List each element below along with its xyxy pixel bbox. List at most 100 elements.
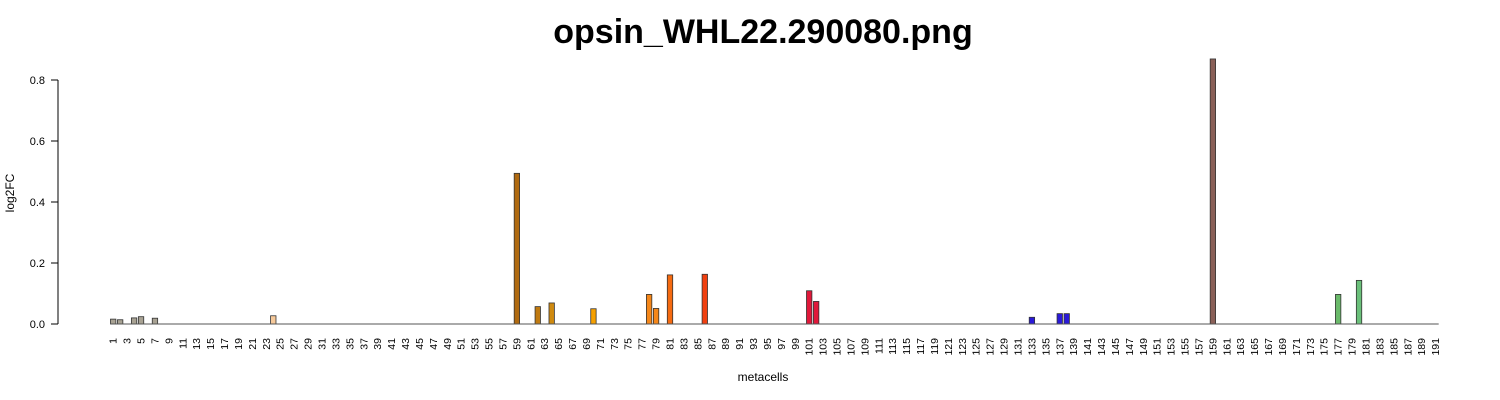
x-tick-label: 159 [1207,338,1219,356]
bar-177 [1335,294,1342,325]
x-axis-label: metacells [738,370,789,384]
x-tick-label: 189 [1416,338,1428,356]
x-tick-label: 157 [1193,338,1205,356]
x-tick-label: 83 [678,338,690,350]
x-tick-label: 25 [275,338,287,350]
x-tick-label: 125 [971,338,983,356]
x-tick-label: 151 [1152,338,1164,356]
y-tick-label: 0.0 [30,319,45,331]
x-tick-label: 135 [1040,338,1052,356]
x-tick-label: 75 [623,338,635,350]
x-tick-label: 59 [511,338,523,350]
x-tick-label: 11 [177,338,189,349]
x-tick-label: 1 [108,338,120,344]
y-axis-label: log2FC [3,173,17,212]
bar-138 [1063,313,1070,325]
x-tick-label: 53 [470,338,482,350]
x-tick-label: 13 [191,338,203,350]
bar-86 [701,273,708,325]
bar-5 [137,316,145,325]
x-tick-label: 99 [790,338,802,350]
x-tick-label: 19 [233,338,245,350]
bar-62 [534,306,541,325]
x-tick-label: 149 [1138,338,1150,356]
bar-102 [813,301,820,325]
x-tick-label: 87 [706,338,718,350]
x-tick-label: 171 [1291,338,1303,356]
x-tick-label: 23 [261,338,273,350]
x-tick-label: 97 [776,338,788,350]
x-tick-label: 35 [344,338,356,350]
bar-24 [270,315,277,325]
x-tick-label: 91 [734,338,746,350]
x-tick-label: 155 [1180,338,1192,356]
x-tick-label: 161 [1221,338,1233,356]
x-tick-label: 141 [1082,338,1094,356]
bar-64 [548,302,555,325]
x-tick-label: 145 [1110,338,1122,356]
x-tick-label: 115 [901,338,913,355]
x-tick-label: 65 [553,338,565,350]
x-tick-label: 9 [163,338,175,344]
bar-70 [590,308,597,325]
y-tick-label: 0.6 [30,136,45,148]
x-tick-label: 173 [1305,338,1317,356]
x-tick-label: 103 [818,338,830,356]
bar-4 [130,317,138,325]
x-tick-label: 101 [804,338,816,356]
x-tick-label: 37 [358,338,370,350]
bar-7 [151,317,159,325]
x-tick-label: 109 [859,338,871,356]
x-tick-label: 137 [1054,338,1066,356]
x-tick-label: 183 [1374,338,1386,356]
x-tick-label: 33 [330,338,342,350]
x-tick-label: 111 [873,338,885,354]
x-tick-label: 191 [1430,338,1442,356]
x-tick-label: 93 [748,338,760,350]
bar-81 [666,274,674,325]
x-tick-label: 131 [1013,338,1025,356]
x-tick-label: 49 [442,338,454,350]
chart-title: opsin_WHL22.290080.png [553,13,972,51]
x-tick-label: 181 [1361,338,1373,356]
x-tick-label: 187 [1402,338,1414,356]
x-tick-label: 89 [720,338,732,350]
bar-137 [1056,313,1063,325]
x-tick-label: 67 [567,338,579,350]
bar-79 [652,308,660,325]
bar-180 [1355,279,1363,325]
x-tick-label: 113 [887,338,899,355]
x-tick-label: 5 [136,338,148,344]
x-tick-label: 107 [845,338,857,356]
x-tick-labels: 1 3 5 7 9 11 13 15 17 19 21 23 25 27 29 31 33 35 37 39 41 43 4… [108,338,1442,356]
x-tick-label: 127 [985,338,997,356]
x-tick-label: 47 [428,338,440,350]
x-tick-label: 85 [692,338,704,350]
x-tick-label: 129 [999,338,1011,356]
x-tick-label: 15 [205,338,217,350]
x-tick-label: 153 [1166,338,1178,356]
x-tick-label: 179 [1347,338,1359,356]
x-tick-label: 71 [595,338,607,350]
x-tick-label: 3 [122,338,134,344]
x-tick-label: 79 [651,338,663,350]
x-tick-label: 105 [832,338,844,356]
x-tick-label: 121 [943,338,955,356]
x-tick-label: 95 [762,338,774,350]
y-tick-label: 0.2 [30,258,45,270]
x-tick-label: 51 [456,338,468,350]
x-tick-label: 139 [1068,338,1080,356]
x-tick-label: 43 [400,338,412,350]
bar-159 [1209,58,1216,325]
x-tick-label: 143 [1096,338,1108,356]
y-axis: 0.0 0.2 0.4 0.6 0.8 [30,75,59,331]
bars-group [110,58,1439,325]
x-tick-label: 123 [957,338,969,356]
y-tick-label: 0.8 [30,75,45,87]
x-tick-label: 169 [1277,338,1289,356]
bar-101 [806,290,813,325]
x-tick-label: 21 [247,338,259,350]
x-tick-label: 55 [484,338,496,350]
x-tick-label: 17 [219,338,231,350]
x-tick-label: 69 [581,338,593,350]
